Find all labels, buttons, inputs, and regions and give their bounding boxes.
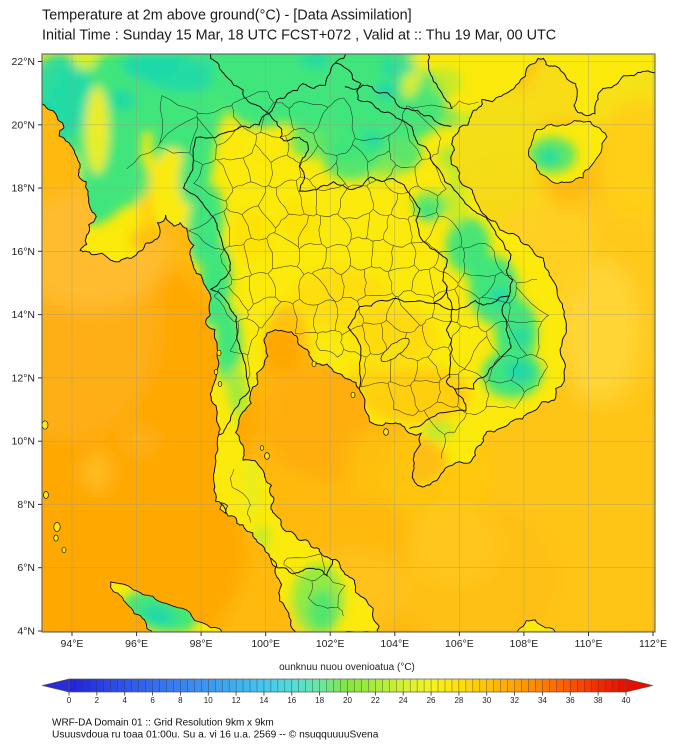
svg-text:108°E: 108°E [510,638,539,650]
svg-text:112°E: 112°E [639,638,667,650]
svg-text:8: 8 [178,696,183,705]
svg-text:ounknuu nuou ovenioatua (°C): ounknuu nuou ovenioatua (°C) [279,662,415,673]
svg-text:Temperature at 2m above ground: Temperature at 2m above ground(°C) - [Da… [42,7,412,23]
svg-text:26: 26 [427,696,436,705]
svg-text:8°N: 8°N [17,499,35,511]
svg-text:18: 18 [315,696,324,705]
svg-text:12: 12 [232,696,241,705]
svg-text:38: 38 [594,696,603,705]
svg-text:94°E: 94°E [61,638,84,650]
svg-text:102°E: 102°E [316,638,345,650]
svg-text:10: 10 [204,696,213,705]
svg-text:20: 20 [343,696,352,705]
svg-text:110°E: 110°E [575,638,603,650]
svg-text:28: 28 [454,696,463,705]
svg-text:104°E: 104°E [380,638,409,650]
svg-text:22: 22 [371,696,380,705]
svg-text:WRF-DA Domain 01 :: Grid Resol: WRF-DA Domain 01 :: Grid Resolution 9km … [52,718,274,729]
svg-text:24: 24 [399,696,408,705]
svg-text:16°N: 16°N [12,246,35,258]
svg-text:36: 36 [566,696,575,705]
svg-text:10°N: 10°N [12,436,35,448]
svg-text:14: 14 [259,696,268,705]
svg-text:100°E: 100°E [251,638,280,650]
svg-text:98°E: 98°E [190,638,213,650]
svg-text:4°N: 4°N [17,626,35,638]
svg-text:106°E: 106°E [445,638,474,650]
svg-text:4: 4 [122,696,127,705]
svg-text:6: 6 [150,696,155,705]
svg-text:22°N: 22°N [12,56,35,68]
svg-text:96°E: 96°E [125,638,148,650]
svg-text:18°N: 18°N [12,183,35,195]
svg-text:32: 32 [510,696,519,705]
svg-text:Initial Time : Sunday 15 Mar,: Initial Time : Sunday 15 Mar, 18 UTC FCS… [42,28,556,44]
svg-text:0: 0 [67,696,72,705]
svg-text:34: 34 [538,696,547,705]
svg-text:14°N: 14°N [12,309,35,321]
svg-text:2: 2 [95,696,100,705]
svg-text:12°N: 12°N [12,372,35,384]
svg-text:40: 40 [622,696,631,705]
svg-text:Usuusvdoua ru toaa 01:00u. Su: Usuusvdoua ru toaa 01:00u. Su a. vi 16 u… [52,730,379,741]
svg-text:20°N: 20°N [12,119,35,131]
svg-text:6°N: 6°N [17,562,35,574]
svg-text:16: 16 [287,696,296,705]
svg-text:30: 30 [482,696,491,705]
